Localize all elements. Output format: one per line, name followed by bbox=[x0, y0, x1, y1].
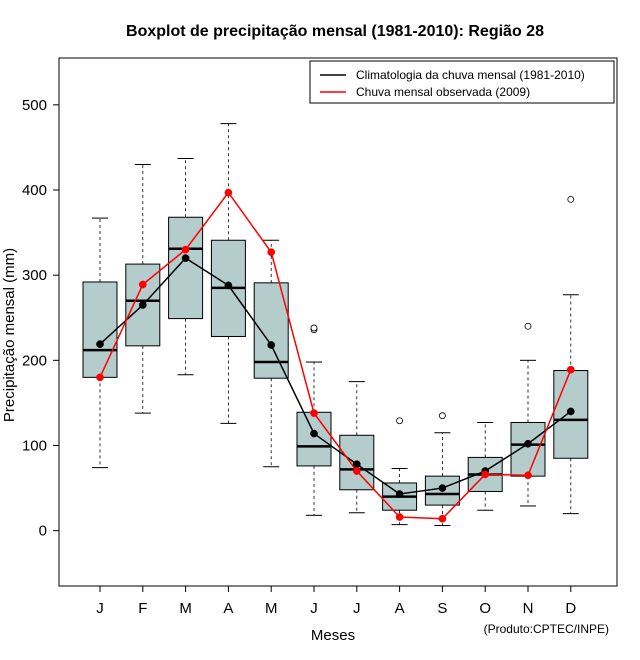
x-tick-label-2: M bbox=[179, 600, 192, 617]
series-lines-group bbox=[96, 188, 575, 523]
x-tick-label-6: J bbox=[353, 600, 361, 617]
series-point-0-2 bbox=[181, 254, 190, 262]
series-point-1-6 bbox=[352, 467, 361, 475]
series-line-1 bbox=[99, 191, 572, 520]
series-point-0-0 bbox=[96, 340, 104, 348]
legend-label-observada: Chuva mensal observada (2009) bbox=[356, 85, 530, 99]
series-point-1-10 bbox=[524, 471, 532, 480]
box-7 bbox=[382, 417, 418, 526]
box-4 bbox=[253, 239, 289, 468]
series-point-1-0 bbox=[96, 373, 104, 382]
y-tick-label-500: 500 bbox=[22, 97, 47, 114]
outlier-11-0 bbox=[567, 195, 575, 203]
y-tick-label-0: 0 bbox=[39, 523, 47, 540]
box-3 bbox=[210, 123, 246, 424]
x-tick-label-9: O bbox=[479, 600, 491, 617]
box-iqr-0 bbox=[82, 281, 118, 378]
series-point-1-4 bbox=[267, 248, 276, 257]
series-point-0-3 bbox=[224, 281, 233, 290]
series-point-0-4 bbox=[267, 341, 276, 349]
series-point-1-8 bbox=[438, 514, 447, 523]
box-6 bbox=[339, 381, 375, 514]
chart-title: Boxplot de precipitação mensal (1981-201… bbox=[126, 23, 544, 40]
y-tick-label-300: 300 bbox=[22, 267, 47, 284]
box-9 bbox=[467, 421, 503, 511]
boxes-group bbox=[82, 123, 589, 527]
box-0 bbox=[82, 217, 118, 469]
y-tick-label-100: 100 bbox=[22, 437, 47, 454]
legend-box bbox=[309, 60, 615, 104]
box-11 bbox=[553, 195, 589, 515]
y-tick-label-400: 400 bbox=[22, 182, 47, 199]
x-tick-label-3: A bbox=[223, 600, 233, 617]
x-tick-label-7: A bbox=[395, 600, 405, 617]
outlier-7-0 bbox=[396, 417, 404, 425]
y-axis-label: Precipitação mensal (mm) bbox=[1, 248, 18, 422]
box-8 bbox=[424, 412, 460, 527]
box-iqr-5 bbox=[296, 411, 332, 467]
x-tick-label-11: D bbox=[565, 600, 576, 617]
series-point-1-5 bbox=[310, 409, 318, 417]
x-axis-label: Meses bbox=[311, 627, 355, 644]
y-axis: 0 100 200 300 400 500 bbox=[22, 97, 59, 540]
box-iqr-2 bbox=[168, 216, 204, 320]
credit-text: (Produto:CPTEC/INPE) bbox=[484, 622, 609, 636]
x-tick-label-0: J bbox=[96, 600, 104, 617]
box-iqr-8 bbox=[424, 475, 460, 506]
series-point-0-7 bbox=[395, 490, 404, 498]
series-point-0-6 bbox=[352, 460, 361, 469]
series-line-0 bbox=[99, 257, 572, 495]
series-point-0-1 bbox=[138, 301, 147, 309]
x-tick-label-5: J bbox=[310, 600, 318, 617]
x-tick-label-10: N bbox=[523, 600, 534, 617]
series-point-1-3 bbox=[224, 188, 233, 197]
plot-frame bbox=[58, 57, 618, 587]
series-point-1-7 bbox=[395, 513, 404, 521]
series-point-0-8 bbox=[438, 484, 447, 492]
series-point-0-10 bbox=[524, 439, 532, 448]
legend: Climatologia da chuva mensal (1981-2010)… bbox=[309, 60, 615, 104]
box-5 bbox=[296, 324, 332, 516]
outlier-10-0 bbox=[524, 322, 532, 330]
box-1 bbox=[125, 163, 161, 414]
legend-label-climatologia: Climatologia da chuva mensal (1981-2010) bbox=[356, 68, 585, 82]
box-iqr-10 bbox=[510, 421, 546, 477]
series-point-1-2 bbox=[181, 245, 190, 254]
box-2 bbox=[168, 157, 204, 376]
series-point-1-11 bbox=[566, 365, 575, 374]
series-point-1-1 bbox=[138, 280, 147, 289]
x-tick-label-8: S bbox=[437, 600, 447, 617]
outlier-8-0 bbox=[438, 412, 446, 420]
series-point-0-5 bbox=[310, 429, 318, 438]
series-point-1-9 bbox=[481, 470, 490, 479]
x-tick-label-4: M bbox=[265, 600, 278, 617]
outlier-5-1 bbox=[310, 324, 318, 332]
series-point-0-11 bbox=[566, 407, 575, 416]
x-tick-label-1: F bbox=[138, 600, 147, 617]
y-tick-label-200: 200 bbox=[22, 352, 47, 369]
